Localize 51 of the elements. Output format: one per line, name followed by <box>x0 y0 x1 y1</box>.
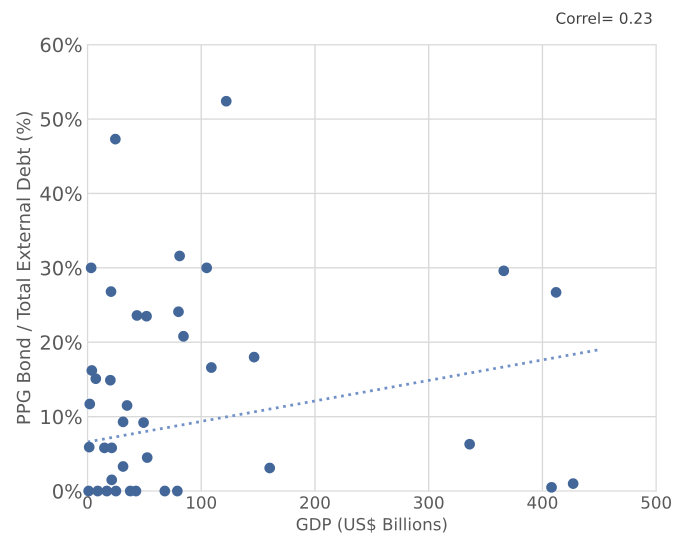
point <box>172 486 183 496</box>
point <box>132 310 142 321</box>
x-tick-label: 200 <box>300 496 330 509</box>
point <box>83 486 94 496</box>
point <box>550 287 562 298</box>
point <box>173 306 184 318</box>
point <box>84 442 95 452</box>
text: Correl= 0.23 <box>556 12 652 24</box>
y-tick-label: 30% <box>40 260 82 276</box>
point <box>110 134 121 144</box>
point <box>178 330 189 342</box>
point <box>464 438 475 450</box>
point <box>122 400 132 411</box>
y-axis-title: PPG Bond / Total External Debt (%) <box>16 112 32 424</box>
point <box>86 365 98 376</box>
point <box>138 417 149 428</box>
point <box>248 352 260 362</box>
point <box>105 374 116 386</box>
x-tick-label: 400 <box>527 496 558 509</box>
point <box>101 486 112 496</box>
y-tick-label: 50% <box>40 112 82 127</box>
point <box>141 310 152 322</box>
point <box>84 398 96 410</box>
point <box>498 265 510 276</box>
x-tick-label: 300 <box>414 496 444 509</box>
y-tick-label: 60% <box>40 38 82 52</box>
point <box>142 452 153 463</box>
x-tick-label: 100 <box>187 496 216 509</box>
point <box>201 262 212 274</box>
x-tick-label: 500 <box>642 496 671 509</box>
point <box>118 416 128 428</box>
point <box>118 461 128 472</box>
point <box>159 486 170 496</box>
y-tick-label: 40% <box>40 186 82 202</box>
point <box>264 462 276 474</box>
y-tick-label: 10% <box>42 410 82 424</box>
point <box>110 486 122 496</box>
y-tick-label: 0% <box>53 484 82 499</box>
point <box>546 482 557 493</box>
point <box>220 96 232 107</box>
x-axis-title: GDP (US$ Billions) <box>296 518 446 533</box>
point <box>568 478 578 489</box>
point <box>174 250 185 262</box>
point <box>90 373 102 384</box>
y-tick-label: 20% <box>40 335 82 350</box>
point <box>106 474 118 486</box>
x-tick-label: 0 <box>83 496 92 509</box>
point <box>106 286 116 297</box>
point <box>92 486 104 496</box>
point <box>206 362 217 373</box>
point <box>86 262 96 274</box>
